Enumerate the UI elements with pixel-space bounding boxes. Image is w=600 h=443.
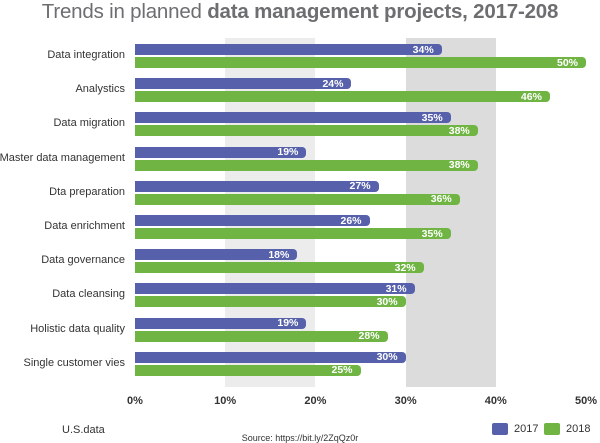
legend-swatch-2017: [492, 423, 508, 435]
bar-2018: [135, 330, 388, 342]
data-label-2017: 24%: [322, 77, 344, 90]
category-label: Analystics: [75, 83, 125, 96]
data-label-2017: 34%: [412, 43, 434, 56]
bar-2018: [135, 159, 478, 171]
data-label-2017: 26%: [340, 214, 362, 227]
bar-2017: [135, 351, 406, 363]
x-tick-label: 0%: [127, 395, 143, 407]
data-label-2017: 19%: [277, 317, 299, 330]
category-label: Master data management: [0, 151, 125, 164]
data-label-2018: 28%: [358, 330, 380, 343]
legend-item-2017: 2017: [492, 423, 538, 435]
category-label: Holistic data quality: [30, 322, 125, 335]
bar-2017: [135, 44, 442, 55]
data-label-2018: 25%: [331, 364, 353, 377]
bar-2018: [135, 91, 550, 103]
data-label-2018: 32%: [394, 261, 416, 274]
category-label: Data migration: [53, 117, 125, 130]
data-label-2018: 38%: [448, 124, 470, 137]
data-label-2017: 19%: [277, 146, 299, 159]
x-tick-label: 10%: [214, 395, 237, 407]
category-label: Data enrichment: [44, 220, 125, 232]
data-label-2017: 35%: [421, 111, 443, 124]
x-tick-label: 40%: [484, 395, 507, 407]
data-label-2018: 36%: [430, 193, 452, 206]
bar-2017: [135, 317, 307, 329]
x-tick-label: 20%: [304, 395, 327, 407]
bar-2017: [135, 146, 307, 158]
x-tick-label: 30%: [394, 395, 417, 407]
category-label: Data governance: [41, 254, 125, 267]
category-label: Single customer vies: [23, 356, 126, 369]
legend-label-2018: 2018: [566, 423, 591, 435]
data-label-2018: 30%: [376, 295, 398, 308]
bar-2018: [135, 193, 460, 205]
bar-2017: [135, 112, 451, 124]
bar-2017: [135, 180, 379, 192]
bar-2018: [135, 262, 424, 274]
legend-label-2017: 2017: [514, 423, 539, 435]
data-label-2017: 18%: [268, 248, 290, 261]
bar-2018: [135, 125, 478, 137]
category-label: Data integration: [47, 49, 125, 61]
bar-2017: [135, 249, 298, 261]
data-label-2018: 46%: [520, 90, 542, 103]
data-label-2018: 35%: [421, 227, 443, 240]
category-label: Data cleansing: [52, 288, 125, 301]
bar-2018: [135, 228, 451, 239]
x-tick-label: 50%: [574, 395, 598, 407]
data-label-2017: 27%: [349, 180, 371, 193]
bar-2017: [135, 283, 415, 295]
bar-2017: [135, 78, 352, 90]
bar-2018: [135, 296, 406, 308]
bar-2018: [135, 57, 586, 68]
chart-title: Trends in planned data management projec…: [41, 0, 559, 23]
source-text: Source: https://bit.ly/2ZqQz0r: [241, 433, 359, 443]
legend-item-2018: 2018: [544, 423, 590, 435]
data-label-2017: 31%: [385, 282, 407, 295]
legend-swatch-2018: [544, 423, 560, 435]
category-label: Dta preparation: [49, 185, 125, 198]
data-label-2018: 50%: [556, 56, 578, 69]
bar-2018: [135, 364, 361, 376]
data-label-2017: 30%: [376, 351, 398, 364]
bar-2017: [135, 215, 370, 226]
brand-label: U.S.data: [62, 424, 105, 436]
data-label-2018: 38%: [448, 159, 470, 172]
